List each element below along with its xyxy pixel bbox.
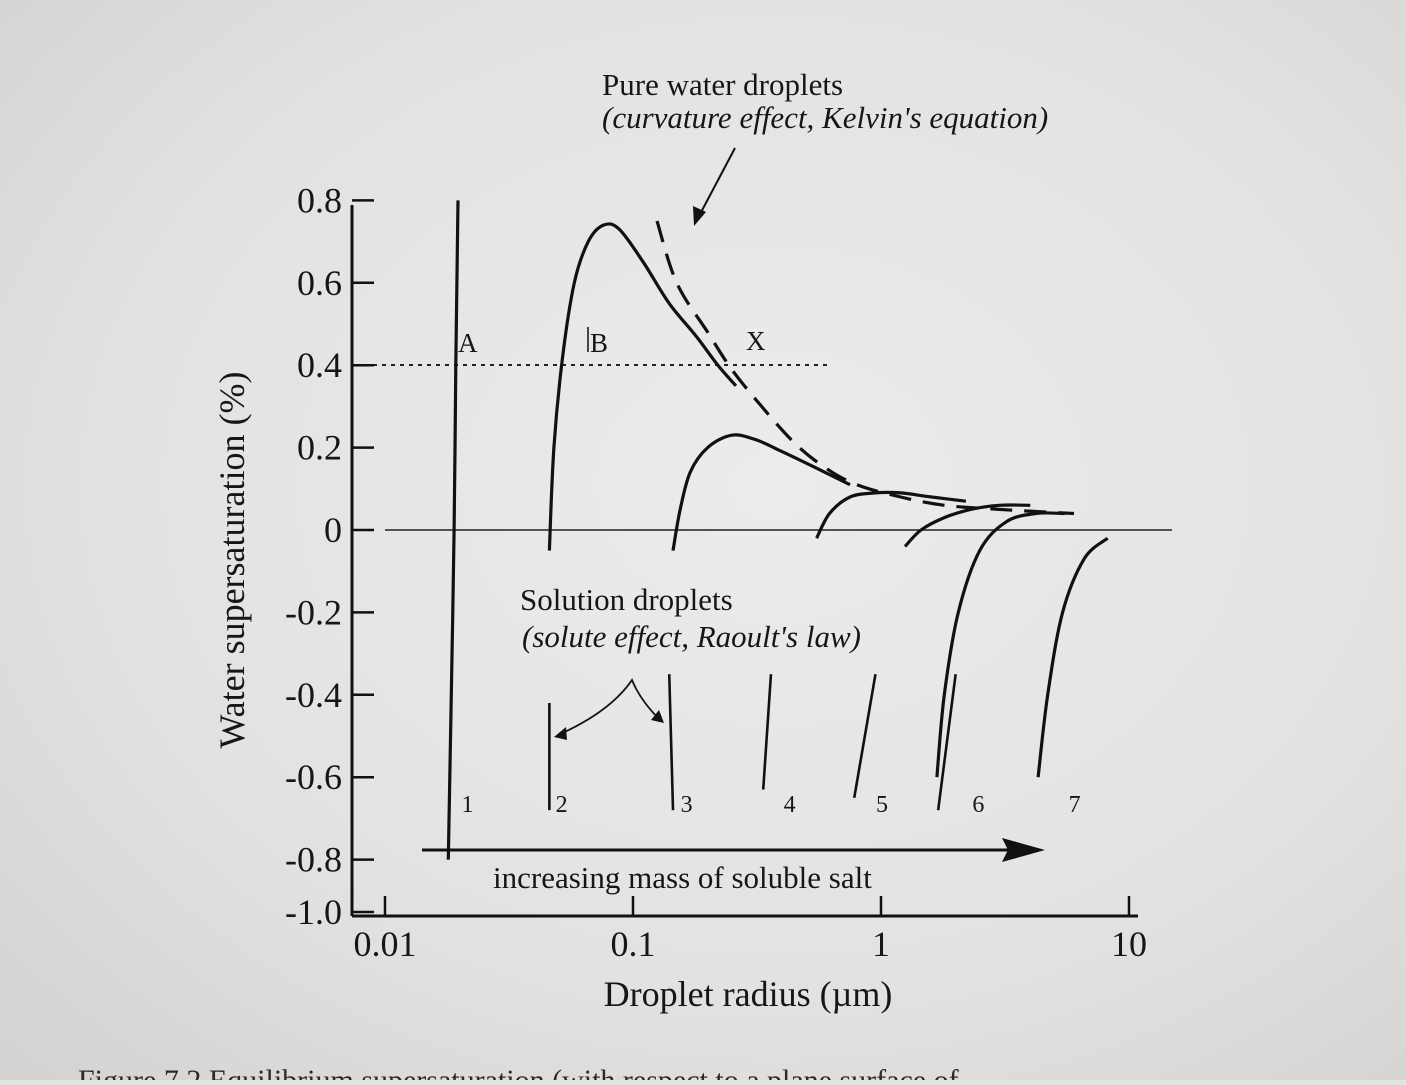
raoult-pointer-right-arrowhead bbox=[651, 710, 664, 723]
y-axis-title: Water supersaturation (%) bbox=[212, 372, 252, 749]
figure-caption: Figure 7.2 Equilibrium supersaturation (… bbox=[78, 1064, 959, 1080]
solution-curve-4 bbox=[815, 490, 967, 539]
solution-curve-6 bbox=[935, 511, 1065, 778]
kelvin-pointer-arrowhead bbox=[693, 206, 706, 226]
point-x-label: X bbox=[746, 326, 766, 356]
kelvin-curve bbox=[655, 220, 1075, 516]
solution-curve-7 bbox=[1036, 536, 1109, 778]
y-tick-label: 0.4 bbox=[297, 345, 342, 385]
curve-label-5: 5 bbox=[876, 792, 888, 818]
curve-label-stroke-3 bbox=[667, 674, 675, 811]
curve-label-1: 1 bbox=[461, 792, 473, 818]
raoult-subtitle: (solute effect, Raoult's law) bbox=[522, 619, 861, 654]
increasing-mass-label: increasing mass of soluble salt bbox=[493, 860, 872, 895]
x-tick-label: 0.1 bbox=[611, 924, 656, 964]
y-tick-label: -0.8 bbox=[285, 840, 342, 880]
y-tick-label: 0 bbox=[324, 510, 342, 550]
curve-label-stroke-6 bbox=[936, 674, 957, 811]
x-tick-label: 0.01 bbox=[354, 924, 417, 964]
curve-label-6: 6 bbox=[972, 792, 984, 818]
curve-label-3: 3 bbox=[681, 792, 693, 818]
curve-label-7: 7 bbox=[1069, 792, 1081, 818]
y-tick-label: -0.6 bbox=[285, 757, 342, 797]
y-tick-label: 0.2 bbox=[297, 428, 342, 468]
x-axis-title: Droplet radius (µm) bbox=[604, 974, 893, 1014]
curve-label-2: 2 bbox=[556, 792, 568, 818]
solution-curve-1 bbox=[446, 200, 460, 860]
curve-label-stroke-4 bbox=[761, 674, 773, 790]
kelvin-subtitle: (curvature effect, Kelvin's equation) bbox=[602, 100, 1048, 135]
kelvin-title: Pure water droplets bbox=[602, 67, 843, 102]
y-tick-label: 0.6 bbox=[297, 263, 342, 303]
x-tick-label: 10 bbox=[1111, 924, 1147, 964]
kelvin-pointer-line bbox=[697, 147, 736, 219]
point-a-label: A bbox=[458, 328, 478, 358]
curve-label-stroke-5 bbox=[852, 673, 877, 799]
increasing-mass-arrowhead bbox=[1002, 838, 1045, 862]
solution-curve-3 bbox=[671, 433, 851, 551]
solution-curve-2 bbox=[547, 222, 738, 551]
raoult-pointer bbox=[557, 678, 661, 736]
raoult-title: Solution droplets bbox=[520, 582, 733, 617]
y-tick-label: 0.8 bbox=[297, 180, 342, 220]
y-tick-label: -0.2 bbox=[285, 592, 342, 632]
y-tick-label: -1.0 bbox=[285, 892, 342, 932]
x-tick-label: 1 bbox=[872, 924, 890, 964]
point-b-label: B bbox=[590, 328, 608, 358]
curve-label-4: 4 bbox=[784, 792, 796, 818]
raoult-pointer-left-arrowhead bbox=[554, 727, 567, 740]
y-tick-label: -0.4 bbox=[285, 675, 342, 715]
solution-curve-5 bbox=[903, 503, 1031, 548]
